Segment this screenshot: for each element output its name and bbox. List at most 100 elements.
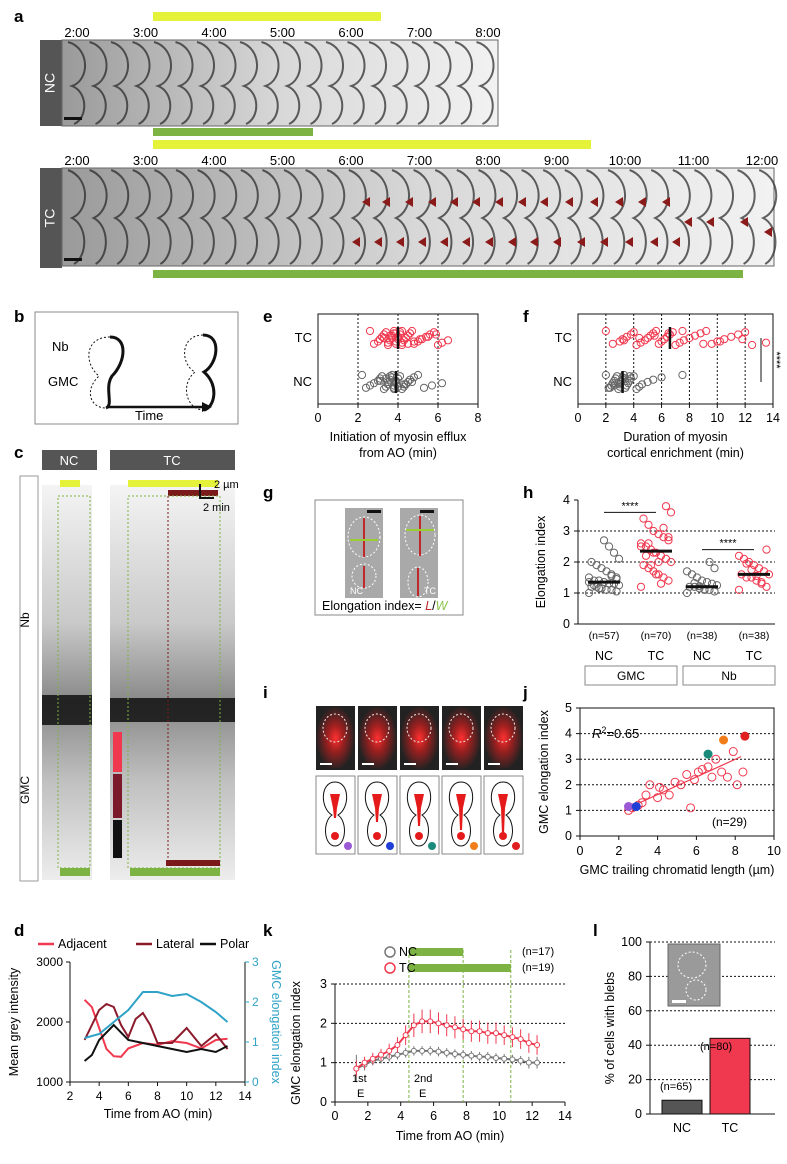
panel-g-frame xyxy=(314,499,464,616)
chart-f-point xyxy=(741,328,750,337)
d-y2-tick-label: 3 xyxy=(252,955,259,969)
j-y-tick-label: 4 xyxy=(565,727,572,741)
chart-e-point xyxy=(409,373,419,382)
h-y-tick-label: 0 xyxy=(563,617,570,631)
tc-time-label: 8:00 xyxy=(475,153,500,168)
chart-f-point xyxy=(637,380,647,389)
tc-cell-frame xyxy=(629,169,648,265)
h-n-label: (n=38) xyxy=(687,630,718,642)
c-polar-bar xyxy=(113,820,122,858)
chart-f-point xyxy=(618,335,627,344)
myosin-arrowhead xyxy=(740,217,748,227)
k-point xyxy=(501,1055,508,1062)
k-point xyxy=(493,1054,499,1061)
j-point xyxy=(676,780,686,790)
c-tc-header xyxy=(110,450,235,470)
nc-cell-frame xyxy=(433,41,452,125)
h-point xyxy=(762,545,771,554)
myosin-arrowhead xyxy=(485,237,493,247)
chart-h: 0 1 2 3 4 Elongation index (n=57) NC (n=70) TC (n=… xyxy=(534,493,775,663)
g-tc-gmc-outline xyxy=(407,566,429,598)
nc-cell-frame xyxy=(325,41,344,125)
i-image-outline xyxy=(322,713,348,743)
k-point xyxy=(435,1048,442,1055)
tc-label-box xyxy=(40,168,62,268)
nc-time-label: 2:00 xyxy=(64,25,89,40)
k-point xyxy=(402,1032,409,1039)
myosin-arrowhead xyxy=(600,237,608,247)
h-point xyxy=(649,526,658,536)
chart-e-point xyxy=(405,329,415,338)
tc-cell-frame xyxy=(218,169,238,265)
tc-cell-frame xyxy=(197,169,216,265)
k-point xyxy=(525,1059,532,1066)
h-point xyxy=(666,508,676,517)
d-y-tick-label: 1000 xyxy=(36,1075,63,1089)
myosin-arrowhead xyxy=(440,237,448,247)
myosin-arrowhead xyxy=(553,237,561,247)
nc-time-label: 8:00 xyxy=(475,25,500,40)
tc-cell-frame xyxy=(737,169,756,265)
chart-e-point xyxy=(383,340,393,350)
tc-cell-frame xyxy=(477,169,497,265)
h-point xyxy=(636,582,646,591)
panel-letter-e: e xyxy=(263,307,272,326)
j-point xyxy=(728,747,738,757)
tc-cell-frame xyxy=(110,169,130,265)
panel-letter-h: h xyxy=(523,483,533,502)
tc-cell-frame xyxy=(607,169,626,265)
chart-f-point xyxy=(601,370,610,380)
k-x-tick-label: 0 xyxy=(332,1109,339,1123)
chart-e-point xyxy=(389,381,399,390)
i-gmc-chromatin xyxy=(331,832,339,840)
chart-e-x-tick-label: 6 xyxy=(435,411,442,425)
chart-f-point xyxy=(646,331,655,340)
tc-cell-frame xyxy=(283,169,302,265)
k-point xyxy=(369,1055,376,1062)
h-point xyxy=(654,557,663,567)
h-point xyxy=(656,579,666,588)
chart-e-point xyxy=(407,326,417,336)
tc-cell-frame xyxy=(499,169,518,265)
nc-cell-frame xyxy=(476,41,495,125)
myosin-arrowhead xyxy=(382,197,390,207)
chart-e-point xyxy=(357,370,367,380)
k-point xyxy=(501,1032,508,1039)
tc-cell-frame xyxy=(672,169,691,265)
c-adjacent-bar xyxy=(113,732,122,772)
nc-cell-frame xyxy=(89,41,108,125)
time-label: Time xyxy=(135,408,163,423)
nc-cell-frame xyxy=(110,41,129,125)
chart-f-category-label: TC xyxy=(555,330,572,345)
chart-e-point xyxy=(375,335,385,344)
chart-f-point xyxy=(625,376,634,385)
chart-e-x-tick-label: 2 xyxy=(355,411,362,425)
j-point xyxy=(717,767,727,777)
nc-cell-frame xyxy=(347,41,366,125)
gmc-label: GMC xyxy=(48,374,78,389)
chart-f-point xyxy=(657,337,666,346)
nc-cell-frame xyxy=(67,41,86,125)
nc-green-bar xyxy=(153,128,313,136)
j-point xyxy=(703,762,713,772)
h-y-tick-label: 1 xyxy=(563,586,570,600)
tc-time-label: 12:00 xyxy=(746,153,779,168)
d-x-axis-label: Time from AO (min) xyxy=(104,1107,213,1121)
k-x-tick-label: 8 xyxy=(463,1109,470,1123)
nc-cell-frame xyxy=(368,41,387,125)
j-y-tick-label: 0 xyxy=(565,829,572,843)
k-y-tick-label: 0 xyxy=(320,1095,327,1109)
l-y-tick-label: 60 xyxy=(628,1004,642,1018)
myosin-arrowhead xyxy=(428,197,436,207)
panel-i xyxy=(315,706,524,855)
chart-e-x-tick-label: 0 xyxy=(315,411,322,425)
h-nb-group-box xyxy=(682,665,776,686)
k-nc-n-label: (n=17) xyxy=(522,946,554,958)
k-point xyxy=(476,1028,483,1035)
chart-e-point xyxy=(399,382,409,391)
k-point xyxy=(435,1020,442,1027)
c-nc-green-bar xyxy=(60,868,90,876)
nc-cell-frames xyxy=(67,41,495,125)
k-point xyxy=(386,1047,393,1054)
chart-f-point xyxy=(685,333,694,343)
